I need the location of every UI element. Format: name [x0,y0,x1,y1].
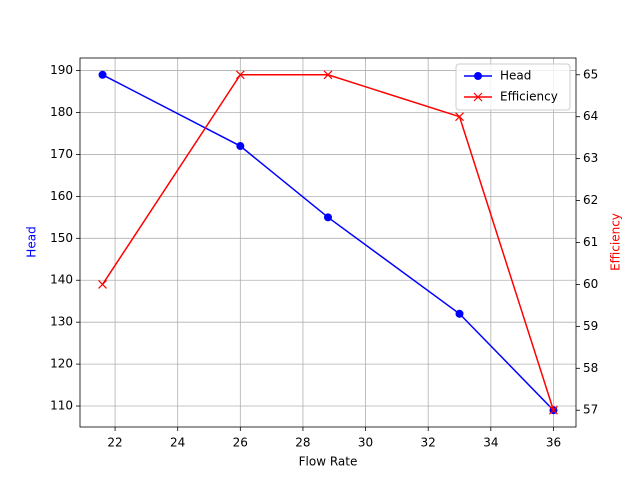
legend-label: Efficiency [500,90,558,104]
y-tick-label: 160 [50,189,73,203]
y-tick-label: 170 [50,147,73,161]
x-tick-label: 34 [483,436,498,450]
marker [549,405,558,415]
marker [455,112,464,122]
y2-tick-label: 63 [583,151,598,165]
y-tick-label: 180 [50,105,73,119]
series-line [101,74,555,411]
marker [455,309,464,318]
legend-marker [473,92,483,102]
marker [98,70,107,79]
plot-frame [79,57,577,428]
y2-tick-label: 58 [583,361,598,375]
x-axis-label: Flow Rate [299,455,358,469]
marker [98,280,107,289]
y-tick-label: 190 [50,63,73,77]
y2-tick-label: 64 [583,109,598,123]
y2-tick-label: 60 [583,277,598,291]
x-tick-label: 36 [546,436,561,450]
x-tick-label: 32 [421,436,436,450]
y-tick-label: 110 [50,399,73,413]
y2-tick-label: 59 [583,319,598,333]
x-tick-label: 26 [233,436,248,450]
x-tick-label: 28 [295,436,310,450]
y-tick-label: 120 [50,357,73,371]
x-tick-label: 30 [358,436,373,450]
marker [324,213,332,222]
marker [235,70,245,80]
y-tick-label: 130 [50,315,73,329]
x-tick-label: 22 [107,436,122,450]
x-tick-label: 24 [170,436,185,450]
legend-label: Head [500,69,531,83]
y2-axis-label: Efficiency [609,213,623,271]
marker [236,142,245,151]
y2-tick-label: 61 [583,235,598,249]
marker [323,70,333,80]
y2-tick-label: 65 [583,67,598,81]
y-tick-label: 140 [50,273,73,287]
series-line [102,74,554,411]
y-tick-label: 150 [50,231,73,245]
y2-tick-label: 62 [583,193,598,207]
y2-tick-label: 57 [583,403,598,417]
legend-marker [474,72,482,80]
y-axis-label: Head [25,226,39,257]
